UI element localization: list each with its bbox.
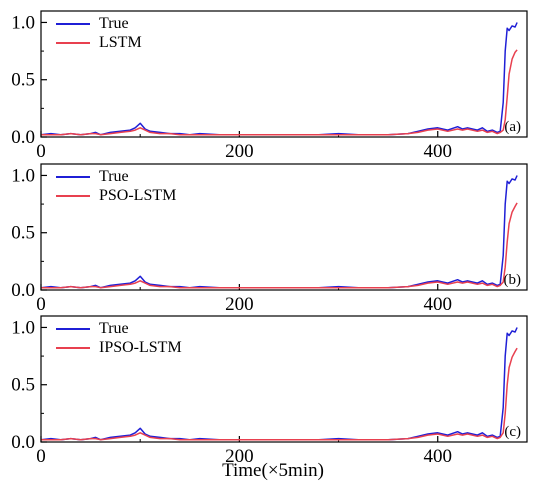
y-tick-label: 1.0 xyxy=(11,12,35,33)
chart-panel-0: 0 200 400 0.0 0.5 1.0 True LSTM (a) xyxy=(11,10,528,162)
x-tick-label: 200 xyxy=(225,141,254,162)
y-tick-label: 0.0 xyxy=(11,280,35,301)
legend-entry: IPSO-LSTM xyxy=(99,339,182,356)
y-tick-label: 0.5 xyxy=(11,375,35,396)
x-tick-label: 0 xyxy=(36,446,46,467)
legend-entry: True xyxy=(99,168,129,185)
y-tick-label: 0.5 xyxy=(11,70,35,91)
y-tick-label: 0.5 xyxy=(11,223,35,244)
chart-panel-1: 0 200 400 0.0 0.5 1.0 True PSO-LSTM (b) xyxy=(11,163,528,315)
series-line-1 xyxy=(41,49,518,136)
y-tick-label: 1.0 xyxy=(11,317,35,338)
x-tick-label: 400 xyxy=(423,141,452,162)
panel-label: (b) xyxy=(504,272,522,288)
plot-frame xyxy=(40,315,528,443)
x-axis-label: Time(×5min) xyxy=(222,460,324,481)
x-tick-label: 200 xyxy=(225,446,254,467)
plot-frame xyxy=(40,163,528,291)
plot-frame xyxy=(40,10,528,138)
legend-entry: PSO-LSTM xyxy=(99,187,176,204)
x-tick-label: 0 xyxy=(36,141,46,162)
y-tick-label: 1.0 xyxy=(11,165,35,186)
panel-label: (c) xyxy=(504,424,521,440)
x-tick-label: 200 xyxy=(225,294,254,315)
chart-panel-2: 0 200 400 0.0 0.5 1.0 True IPSO-LSTM (c) xyxy=(11,315,528,467)
y-tick-label: 0.0 xyxy=(11,127,35,148)
series-line-1 xyxy=(41,347,518,441)
legend-entry: True xyxy=(99,320,129,337)
x-tick-label: 400 xyxy=(423,294,452,315)
legend-entry: True xyxy=(99,15,129,32)
y-tick-label: 0.0 xyxy=(11,432,35,453)
series-line-1 xyxy=(41,202,518,289)
x-tick-label: 400 xyxy=(423,446,452,467)
panel-label: (a) xyxy=(504,119,521,135)
x-tick-label: 0 xyxy=(36,294,46,315)
panels: 0 200 400 0.0 0.5 1.0 True LSTM (a) 0 200 400 0.0 0.5… xyxy=(11,10,528,467)
legend-entry: LSTM xyxy=(99,34,142,51)
